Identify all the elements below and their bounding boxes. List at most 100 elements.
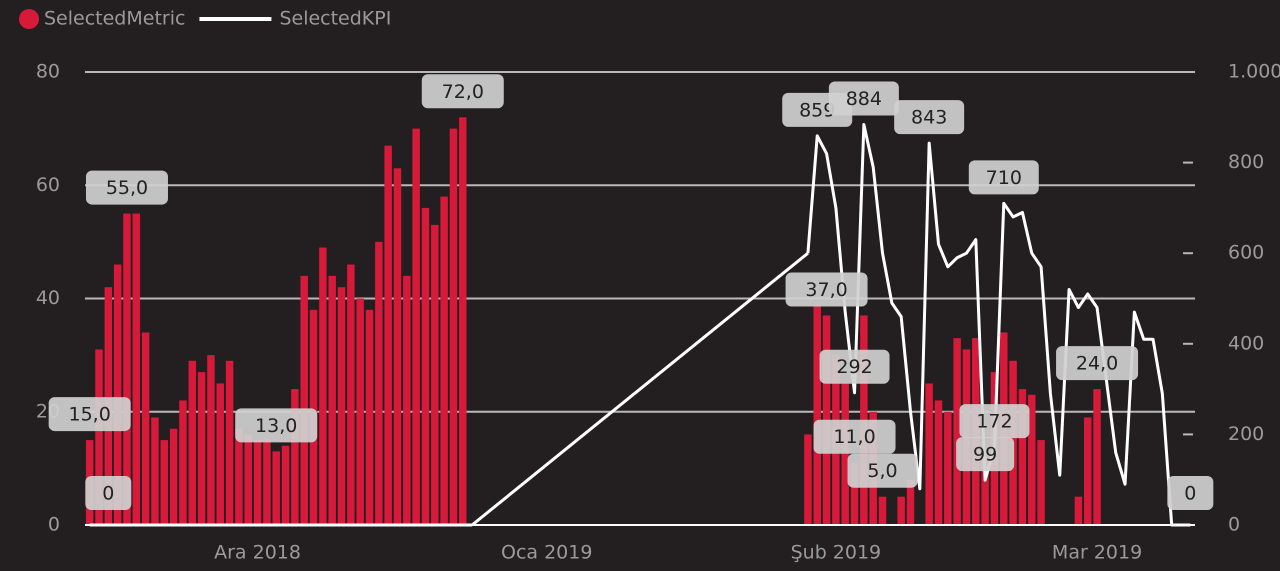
line-gap-connector — [471, 252, 809, 527]
data-label-box — [1056, 346, 1139, 381]
bar — [179, 400, 187, 525]
data-label: 24,0 — [1076, 353, 1118, 375]
bar — [459, 117, 467, 526]
data-label-box — [235, 408, 318, 443]
bar — [403, 275, 411, 525]
bar — [113, 264, 122, 525]
data-label: 710 — [986, 167, 1022, 189]
data-label-box — [847, 453, 918, 488]
bar — [207, 355, 215, 525]
bar — [151, 417, 159, 525]
y2-tick-label: 800 — [1228, 151, 1264, 173]
bar — [272, 451, 280, 525]
bar — [981, 451, 989, 525]
bar — [944, 411, 952, 525]
bar — [431, 224, 439, 525]
data-label: 859 — [799, 99, 835, 121]
data-label-box — [1167, 476, 1214, 510]
y2-tick-label: 0 — [1228, 514, 1240, 536]
x-tick-label: Oca 2019 — [501, 542, 592, 564]
y2-tick-label: 400 — [1228, 332, 1264, 354]
bar — [375, 241, 383, 525]
bar — [263, 440, 271, 525]
data-label-box — [85, 476, 132, 510]
data-label-box — [813, 419, 896, 454]
bar — [356, 298, 364, 525]
bar — [169, 428, 178, 525]
data-label: 0 — [102, 483, 114, 505]
data-label: 0 — [1184, 483, 1196, 505]
bar — [934, 400, 943, 525]
data-label-box — [956, 437, 1015, 472]
bar — [347, 264, 355, 525]
data-label-box — [85, 170, 168, 205]
bar — [291, 389, 299, 525]
bar — [281, 445, 290, 525]
data-label: 172 — [976, 411, 1012, 433]
bar — [925, 383, 933, 525]
x-tick-label: Ara 2018 — [214, 542, 301, 564]
data-label: 11,0 — [833, 426, 875, 448]
bar — [906, 479, 915, 525]
y-tick-label: 60 — [36, 174, 60, 196]
bar — [1028, 394, 1036, 525]
x-tick-label: Mar 2019 — [1052, 542, 1142, 564]
data-label: 37,0 — [805, 279, 847, 301]
y-tick-label: 80 — [36, 61, 60, 83]
bar — [878, 496, 887, 525]
bar — [244, 434, 252, 525]
bar — [225, 360, 234, 525]
bar — [1018, 389, 1027, 525]
data-label: 13,0 — [255, 415, 297, 437]
bar — [1037, 440, 1045, 525]
data-label: 72,0 — [442, 81, 484, 103]
legend-label: SelectedKPI — [279, 8, 391, 30]
bar — [440, 196, 448, 525]
data-label: 99 — [973, 444, 997, 466]
y2-tick-label: 200 — [1228, 423, 1264, 445]
line — [806, 123, 1191, 527]
data-label-box — [828, 81, 899, 116]
bar — [141, 332, 150, 525]
bar — [365, 309, 374, 525]
bar — [337, 287, 346, 525]
data-label-box — [819, 349, 890, 384]
data-label-box — [959, 404, 1030, 439]
bar — [804, 434, 812, 525]
y-tick-label: 0 — [48, 514, 60, 536]
data-label: 843 — [911, 107, 947, 129]
bar — [132, 213, 141, 525]
bar — [897, 496, 905, 525]
bar — [319, 247, 327, 525]
data-label: 292 — [836, 356, 872, 378]
bar — [1093, 389, 1101, 525]
bar — [393, 168, 402, 525]
data-label-box — [894, 100, 965, 135]
data-label-box — [421, 74, 504, 109]
data-label-box — [48, 397, 131, 432]
bar — [421, 207, 430, 525]
legend-label: SelectedMetric — [44, 8, 185, 30]
y-tick-label: 40 — [36, 287, 60, 309]
data-label-box — [785, 272, 868, 307]
x-tick-label: Şub 2019 — [791, 542, 882, 564]
legend-swatch — [19, 9, 39, 29]
bar — [1084, 417, 1092, 525]
bar — [850, 462, 859, 525]
data-label: 55,0 — [106, 177, 148, 199]
bar — [953, 338, 961, 525]
bar — [300, 275, 308, 525]
bar — [216, 383, 224, 525]
bar — [1074, 496, 1083, 525]
bar — [197, 372, 206, 525]
y2-tick-label: 1.000 — [1228, 61, 1280, 83]
bar — [384, 145, 392, 526]
data-label: 5,0 — [867, 460, 897, 482]
bar — [253, 440, 262, 525]
bar — [328, 275, 336, 525]
bar — [813, 304, 821, 525]
bar — [188, 360, 196, 525]
data-label: 884 — [846, 88, 882, 110]
